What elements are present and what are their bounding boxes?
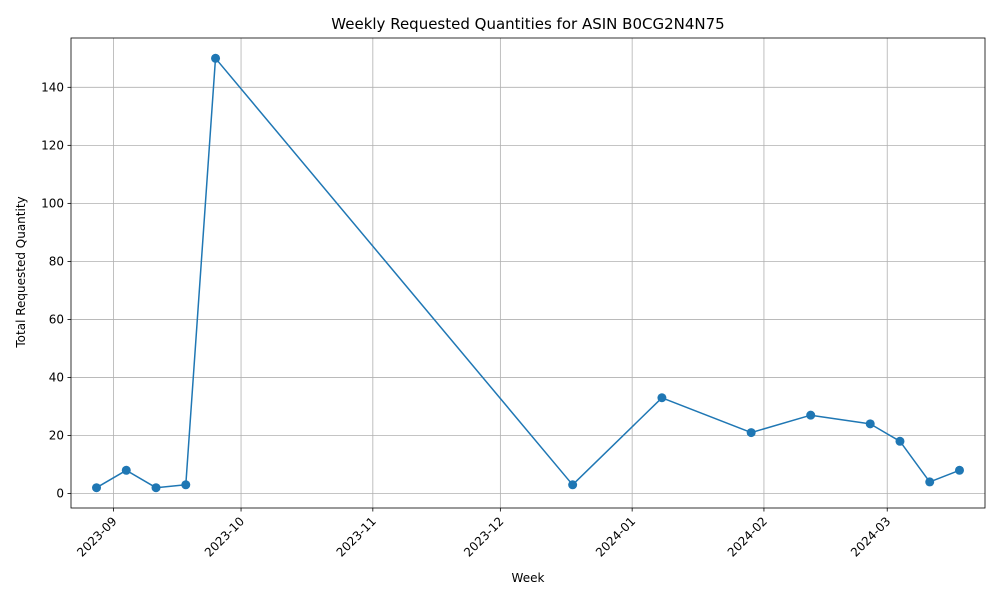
data-point xyxy=(211,53,221,63)
y-axis-ticks: 0 20 40 60 80 100 120 140 xyxy=(41,80,71,500)
y-tick-label: 60 xyxy=(49,312,64,326)
data-point xyxy=(746,428,756,438)
data-point xyxy=(925,477,935,487)
data-point xyxy=(92,483,102,493)
series-layer xyxy=(92,53,964,493)
y-tick-label: 20 xyxy=(49,428,64,442)
y-tick-label: 100 xyxy=(41,196,64,210)
data-point xyxy=(657,393,667,403)
y-tick-label: 0 xyxy=(56,486,64,500)
data-point xyxy=(954,465,964,475)
data-point xyxy=(151,483,161,493)
grid xyxy=(71,38,985,508)
y-tick-label: 120 xyxy=(41,138,64,152)
data-point xyxy=(806,410,816,420)
plot-frame xyxy=(70,37,986,509)
data-point xyxy=(121,465,131,475)
y-axis-label: Total Requested Quantity xyxy=(14,196,28,348)
y-tick-label: 80 xyxy=(49,254,64,268)
data-point xyxy=(181,480,191,490)
data-point xyxy=(865,419,875,429)
data-point xyxy=(568,480,578,490)
x-axis-label: Week xyxy=(512,571,545,585)
y-tick-label: 40 xyxy=(49,370,64,384)
data-point xyxy=(895,436,905,446)
y-tick-label: 140 xyxy=(41,80,64,94)
chart-title: Weekly Requested Quantities for ASIN B0C… xyxy=(331,15,724,33)
